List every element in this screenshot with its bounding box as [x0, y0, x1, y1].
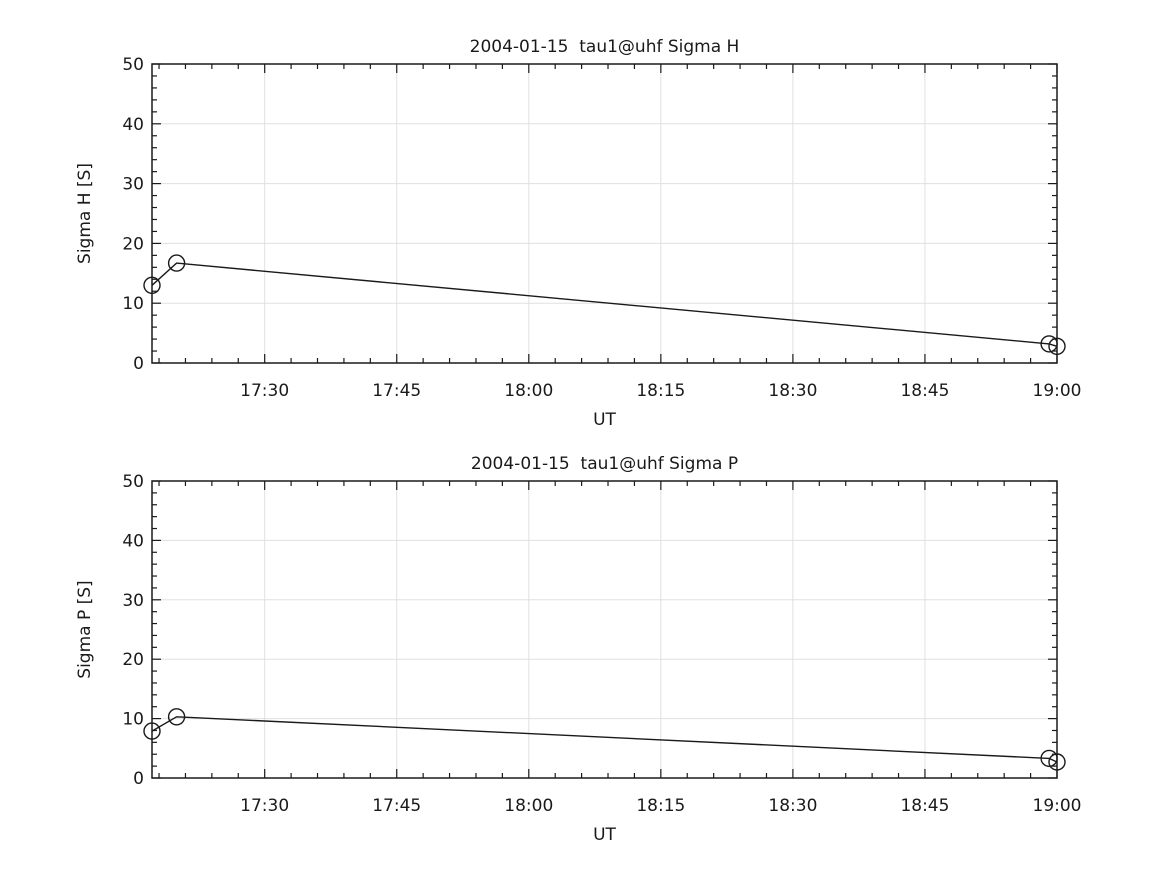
axes-box	[151, 63, 1058, 364]
data-marker	[143, 276, 161, 294]
data-marker	[143, 722, 161, 740]
x-tick-label: 17:45	[372, 796, 421, 816]
data-marker	[1040, 335, 1058, 353]
x-tick-label: 18:45	[900, 381, 949, 401]
x-tick-label: 17:30	[240, 381, 289, 401]
data-marker	[167, 254, 186, 272]
y-tick-label: 40	[122, 531, 144, 551]
chart-sigma-h: 17:30 17:45 18:00 18:15 18:30 18:45 19:00 0 10 20…	[75, 37, 1082, 430]
x-tick-label: 19:00	[1033, 381, 1082, 401]
x-tick-label: 18:00	[504, 796, 553, 816]
x-tick-label: 18:15	[636, 796, 685, 816]
x-tick-label: 17:30	[240, 796, 289, 816]
y-axis-label: Sigma H [S]	[75, 163, 95, 264]
data-marker	[167, 708, 186, 726]
x-tick-label: 18:15	[636, 381, 685, 401]
x-tick-label: 17:45	[372, 381, 421, 401]
y-tick-label: 0	[133, 354, 144, 374]
x-tick-label: 18:30	[768, 796, 817, 816]
x-tick-label: 18:30	[768, 381, 817, 401]
data-marker	[1048, 337, 1066, 355]
y-tick-label: 10	[122, 710, 144, 730]
data-line	[151, 716, 1058, 763]
y-tick-label: 30	[122, 591, 144, 611]
x-tick-label: 19:00	[1033, 796, 1082, 816]
data-marker	[1048, 753, 1066, 771]
y-tick-label: 40	[122, 115, 144, 135]
y-tick-label: 50	[122, 472, 144, 492]
x-tick-label: 18:45	[900, 796, 949, 816]
chart-title: 2004-01-15 tau1@uhf Sigma P	[471, 454, 738, 474]
x-axis-label: UT	[593, 410, 616, 430]
y-tick-label: 20	[122, 234, 144, 254]
chart-sigma-p: 17:30 17:45 18:00 18:15 18:30 18:45 19:00 0 10 20…	[75, 454, 1082, 845]
y-tick-label: 30	[122, 175, 144, 195]
y-tick-label: 10	[122, 294, 144, 314]
x-axis-label: UT	[593, 825, 616, 845]
y-tick-label: 50	[122, 55, 144, 75]
y-tick-label: 0	[133, 769, 144, 789]
y-axis-label: Sigma P [S]	[75, 580, 95, 678]
x-tick-label: 18:00	[504, 381, 553, 401]
data-marker	[1040, 749, 1058, 768]
y-tick-label: 20	[122, 650, 144, 670]
chart-title: 2004-01-15 tau1@uhf Sigma H	[470, 37, 740, 57]
axes-box	[151, 480, 1058, 779]
data-line	[151, 262, 1058, 347]
